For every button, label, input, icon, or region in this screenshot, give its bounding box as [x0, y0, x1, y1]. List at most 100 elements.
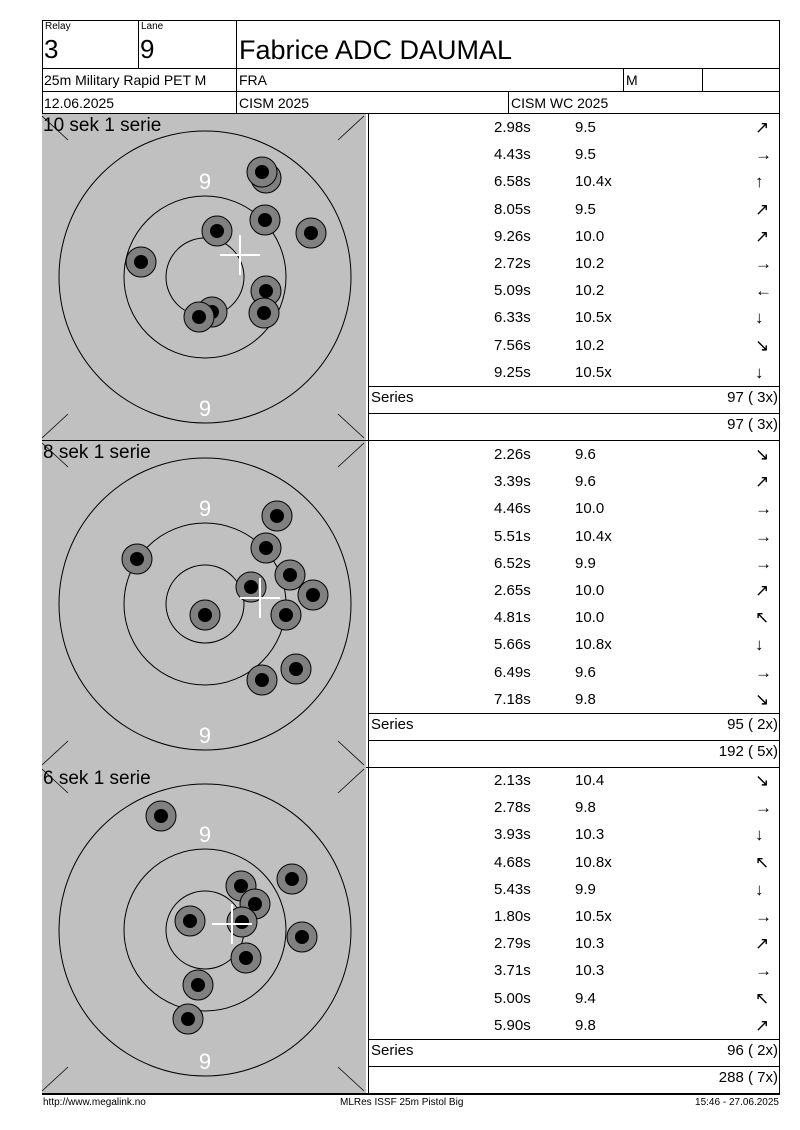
shot-direction-icon: →: [755, 662, 772, 682]
nation: FRA: [239, 72, 267, 88]
shot-score: 10.3: [575, 935, 605, 953]
shot-score: 10.8x: [575, 853, 612, 871]
shot-direction-icon: ↗: [755, 118, 770, 137]
shot-score: 9.4: [575, 989, 596, 1007]
shot-score: 10.5x: [575, 908, 612, 925]
series-title: 8 sek 1 serie: [43, 442, 151, 463]
series-total: 96 ( 2x): [727, 1042, 778, 1059]
shot-time: 5.66s: [494, 636, 531, 654]
shot-score: 10.5x: [575, 309, 612, 327]
shot-direction-icon: ↗: [755, 199, 770, 219]
shot-time: 9.26s: [494, 227, 531, 245]
shot-direction-icon: →: [755, 907, 772, 926]
shot-score: 10.0: [575, 582, 605, 599]
shot-direction-icon: ↓: [755, 362, 764, 382]
shot-time: 7.56s: [494, 336, 531, 354]
shot-time: 2.72s: [494, 255, 531, 272]
shot-score: 9.6: [575, 473, 596, 491]
shot-direction-icon: →: [755, 526, 772, 546]
shot-time: 5.09s: [494, 282, 531, 300]
footer-timestamp: 15:46 - 27.06.2025: [695, 1097, 779, 1108]
shot-time: 4.43s: [494, 146, 531, 164]
shot-time: 2.13s: [494, 772, 531, 789]
ring-label: 9: [199, 822, 211, 847]
shot-time: 5.43s: [494, 880, 531, 898]
target-image: 99: [42, 441, 366, 767]
shot-direction-icon: ↓: [755, 825, 764, 845]
shot-time: 6.49s: [494, 663, 531, 681]
shot-time: 4.46s: [494, 500, 531, 518]
shot-time: 3.71s: [494, 962, 531, 980]
ring-label: 9: [199, 723, 211, 748]
ring-label: 9: [199, 1049, 211, 1074]
ring-label: 9: [199, 396, 211, 421]
relay-label: Relay: [45, 21, 71, 32]
ring-label: 9: [199, 496, 211, 521]
relay-number: 3: [44, 34, 59, 64]
event-name: 25m Military Rapid PET M: [44, 72, 207, 88]
shot-time: 4.81s: [494, 609, 531, 627]
shot-score: 9.8: [575, 799, 596, 817]
shot-score: 9.6: [575, 446, 596, 463]
shot-direction-icon: ↗: [755, 934, 770, 954]
shot-time: 7.18s: [494, 690, 531, 708]
shot-score: 9.9: [575, 880, 596, 898]
shot-direction-icon: ↗: [755, 1015, 770, 1035]
shot-time: 2.26s: [494, 446, 531, 463]
shot-score: 10.0: [575, 500, 605, 518]
cumulative-total: 97 ( 3x): [727, 416, 778, 433]
date: 12.06.2025: [44, 95, 115, 111]
shot-time: 2.65s: [494, 582, 531, 599]
shot-direction-icon: ↘: [755, 771, 770, 790]
shot-time: 5.51s: [494, 527, 531, 545]
shot-time: 2.79s: [494, 935, 531, 953]
shot-score: 9.8: [575, 690, 596, 708]
shot-direction-icon: →: [755, 499, 772, 519]
shot-time: 5.90s: [494, 1016, 531, 1034]
shot-direction-icon: →: [755, 798, 772, 818]
shot-time: 3.39s: [494, 473, 531, 491]
shot-direction-icon: ←: [755, 281, 772, 301]
series-label: Series: [371, 716, 414, 733]
shot-direction-icon: ↗: [755, 581, 770, 600]
shot-score: 9.9: [575, 554, 596, 572]
shot-score: 10.8x: [575, 636, 612, 654]
shot-time: 1.80s: [494, 908, 531, 925]
gender: M: [626, 72, 638, 88]
competition: CISM 2025: [239, 95, 310, 111]
shot-direction-icon: ↑: [755, 172, 764, 192]
shot-direction-icon: ↖: [755, 988, 770, 1008]
cumulative-total: 192 ( 5x): [718, 743, 778, 760]
shot-direction-icon: ↖: [755, 608, 770, 628]
ring-label: 9: [199, 169, 211, 194]
target-image: 99: [42, 114, 366, 440]
footer-software: MLRes ISSF 25m Pistol Big: [340, 1097, 464, 1108]
footer-url: http://www.megalink.no: [43, 1097, 146, 1108]
series-title: 6 sek 1 serie: [43, 768, 151, 789]
shot-score: 10.2: [575, 282, 605, 300]
shot-score: 10.0: [575, 227, 605, 245]
shot-score: 9.5: [575, 200, 596, 218]
shot-direction-icon: →: [755, 254, 772, 273]
shot-score: 10.0: [575, 609, 605, 627]
match-name: CISM WC 2025: [511, 95, 609, 111]
shot-score: 9.5: [575, 146, 596, 164]
shot-time: 5.00s: [494, 989, 531, 1007]
shot-time: 6.52s: [494, 554, 531, 572]
shot-score: 9.6: [575, 663, 596, 681]
shot-score: 10.4x: [575, 173, 612, 191]
series-total: 95 ( 2x): [727, 716, 778, 733]
shot-direction-icon: →: [755, 961, 772, 981]
lane-number: 9: [140, 34, 155, 64]
shot-time: 6.58s: [494, 173, 531, 191]
shot-score: 10.4: [575, 772, 605, 789]
series-label: Series: [371, 1042, 414, 1059]
series-total: 97 ( 3x): [727, 389, 778, 406]
lane-label: Lane: [141, 21, 164, 32]
shot-direction-icon: ↗: [755, 472, 770, 492]
shot-time: 4.68s: [494, 853, 531, 871]
shot-time: 9.25s: [494, 363, 531, 381]
shot-direction-icon: ↖: [755, 852, 770, 872]
shot-score: 10.2: [575, 255, 605, 272]
shot-score: 9.5: [575, 119, 596, 136]
